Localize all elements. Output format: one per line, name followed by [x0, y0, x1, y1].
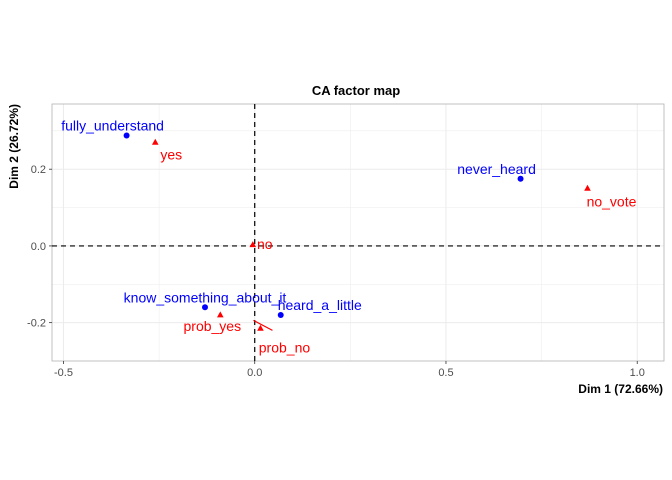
y-tick-label: 0.0: [31, 241, 46, 253]
x-tick-label: -0.5: [54, 367, 73, 379]
label-connector: [253, 319, 273, 331]
point-label-yes: yes: [160, 146, 182, 162]
point-label-heard-a-little: heard_a_little: [278, 297, 362, 313]
point-prob-no: [257, 324, 264, 331]
point-label-prob-no: prob_no: [259, 339, 311, 355]
point-fully-understand: [123, 132, 130, 139]
point-label-never-heard: never_heard: [457, 161, 536, 177]
point-no: [249, 241, 257, 248]
point-no-vote: [584, 184, 591, 191]
point-label-no-vote: no_vote: [587, 193, 637, 209]
plot-area: -0.5 0.0 0.5 1.0 -0.2 0.0 0.2 fully_understandn…: [27, 103, 665, 379]
x-tick-label: 1.0: [630, 367, 645, 379]
y-axis-title: Dim 2 (26.72%): [7, 104, 21, 189]
point-label-fully-understand: fully_understand: [61, 117, 164, 133]
x-tick-label: 0.0: [247, 367, 262, 379]
point-label-know-something-about-it: know_something_about_it: [124, 289, 287, 305]
y-tick-label: 0.2: [31, 164, 46, 176]
plot-frame: [51, 103, 665, 362]
x-axis-title: Dim 1 (72.66%): [578, 382, 663, 396]
x-tick-label: 0.5: [438, 367, 453, 379]
point-heard-a-little: [277, 311, 284, 318]
point-label-prob-yes: prob_yes: [184, 318, 242, 334]
point-label-no: no: [257, 236, 273, 252]
point-know-something-about-it: [202, 304, 208, 311]
point-never-heard: [517, 175, 524, 182]
point-yes: [151, 138, 159, 145]
y-tick-label: -0.2: [27, 318, 46, 330]
point-prob-yes: [217, 311, 224, 318]
chart-title: CA factor map: [312, 83, 400, 98]
